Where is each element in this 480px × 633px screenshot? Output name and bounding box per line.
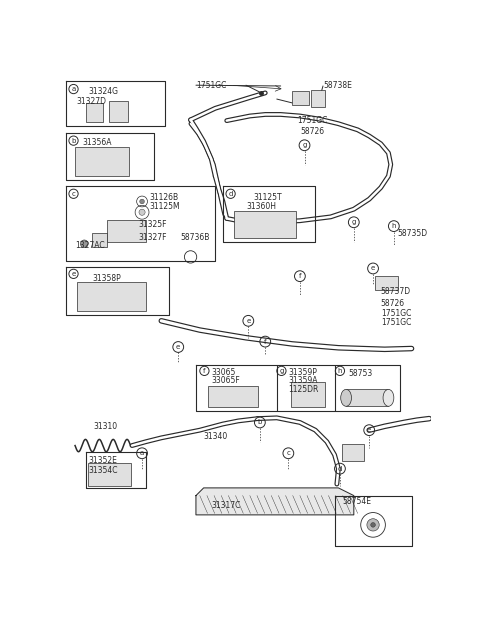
FancyBboxPatch shape — [234, 211, 296, 237]
FancyBboxPatch shape — [291, 382, 325, 407]
Text: 58726: 58726 — [300, 127, 324, 136]
Text: 58753: 58753 — [348, 370, 372, 379]
Text: 31125M: 31125M — [150, 203, 180, 211]
Text: d: d — [228, 191, 233, 197]
Circle shape — [81, 240, 88, 248]
Ellipse shape — [383, 389, 394, 406]
Text: 31327D: 31327D — [77, 97, 107, 106]
Text: e: e — [367, 427, 372, 433]
FancyBboxPatch shape — [207, 385, 258, 407]
FancyBboxPatch shape — [375, 276, 398, 290]
Text: 31325F: 31325F — [138, 220, 167, 229]
Text: f: f — [299, 273, 301, 279]
FancyBboxPatch shape — [92, 233, 108, 247]
FancyBboxPatch shape — [77, 282, 146, 311]
Circle shape — [367, 518, 379, 531]
Text: 31359P: 31359P — [288, 368, 317, 377]
Text: c: c — [287, 450, 290, 456]
Text: 58754E: 58754E — [342, 498, 371, 506]
Text: 1125DR: 1125DR — [288, 385, 319, 394]
Bar — [346, 389, 388, 406]
FancyBboxPatch shape — [108, 220, 146, 242]
Text: 33065F: 33065F — [211, 377, 240, 385]
Text: 58738E: 58738E — [323, 82, 352, 91]
Text: 1751GC: 1751GC — [298, 116, 328, 125]
Text: e: e — [246, 318, 251, 324]
Text: a: a — [72, 86, 76, 92]
Text: g: g — [279, 368, 284, 374]
Text: 1327AC: 1327AC — [75, 241, 105, 250]
Text: b: b — [258, 420, 262, 425]
Text: 58736B: 58736B — [180, 233, 210, 242]
Ellipse shape — [341, 389, 351, 406]
Text: e: e — [371, 265, 375, 272]
Circle shape — [140, 199, 144, 204]
Text: 58737D: 58737D — [381, 287, 411, 296]
Polygon shape — [196, 488, 354, 515]
Circle shape — [139, 209, 145, 215]
Text: g: g — [352, 219, 356, 225]
Text: f: f — [203, 368, 205, 374]
Text: g: g — [302, 142, 307, 148]
Text: 31125T: 31125T — [254, 193, 282, 202]
FancyBboxPatch shape — [88, 463, 131, 486]
Text: 31358P: 31358P — [92, 274, 121, 283]
Text: c: c — [72, 191, 75, 197]
Text: 31327F: 31327F — [138, 233, 167, 242]
Text: e: e — [176, 344, 180, 350]
Circle shape — [371, 523, 375, 527]
Text: 31359A: 31359A — [288, 377, 318, 385]
Text: 31340: 31340 — [204, 432, 228, 441]
FancyBboxPatch shape — [312, 90, 325, 107]
Text: h: h — [392, 223, 396, 229]
Text: 33065: 33065 — [211, 368, 236, 377]
Text: f: f — [264, 339, 266, 344]
Text: 31126B: 31126B — [150, 193, 179, 202]
Text: 31317C: 31317C — [211, 501, 241, 510]
Text: 1751GC: 1751GC — [381, 318, 411, 327]
FancyBboxPatch shape — [292, 91, 309, 105]
Text: 31310: 31310 — [94, 422, 118, 431]
Text: 58735D: 58735D — [397, 229, 427, 238]
Text: 31356A: 31356A — [83, 139, 112, 147]
Text: a: a — [140, 450, 144, 456]
Text: 31354C: 31354C — [88, 467, 118, 475]
Text: e: e — [72, 271, 76, 277]
FancyBboxPatch shape — [342, 444, 364, 461]
FancyBboxPatch shape — [86, 103, 103, 122]
Text: 1751GC: 1751GC — [381, 309, 411, 318]
Text: 58726: 58726 — [381, 299, 405, 308]
Text: 31324G: 31324G — [88, 87, 118, 96]
Text: 1751GC: 1751GC — [196, 80, 227, 90]
Text: 31352E: 31352E — [88, 456, 117, 465]
Text: 31360H: 31360H — [246, 203, 276, 211]
Text: d: d — [338, 466, 342, 472]
Text: h: h — [338, 368, 342, 374]
FancyBboxPatch shape — [75, 147, 129, 176]
FancyBboxPatch shape — [109, 101, 128, 122]
Text: b: b — [72, 137, 76, 144]
